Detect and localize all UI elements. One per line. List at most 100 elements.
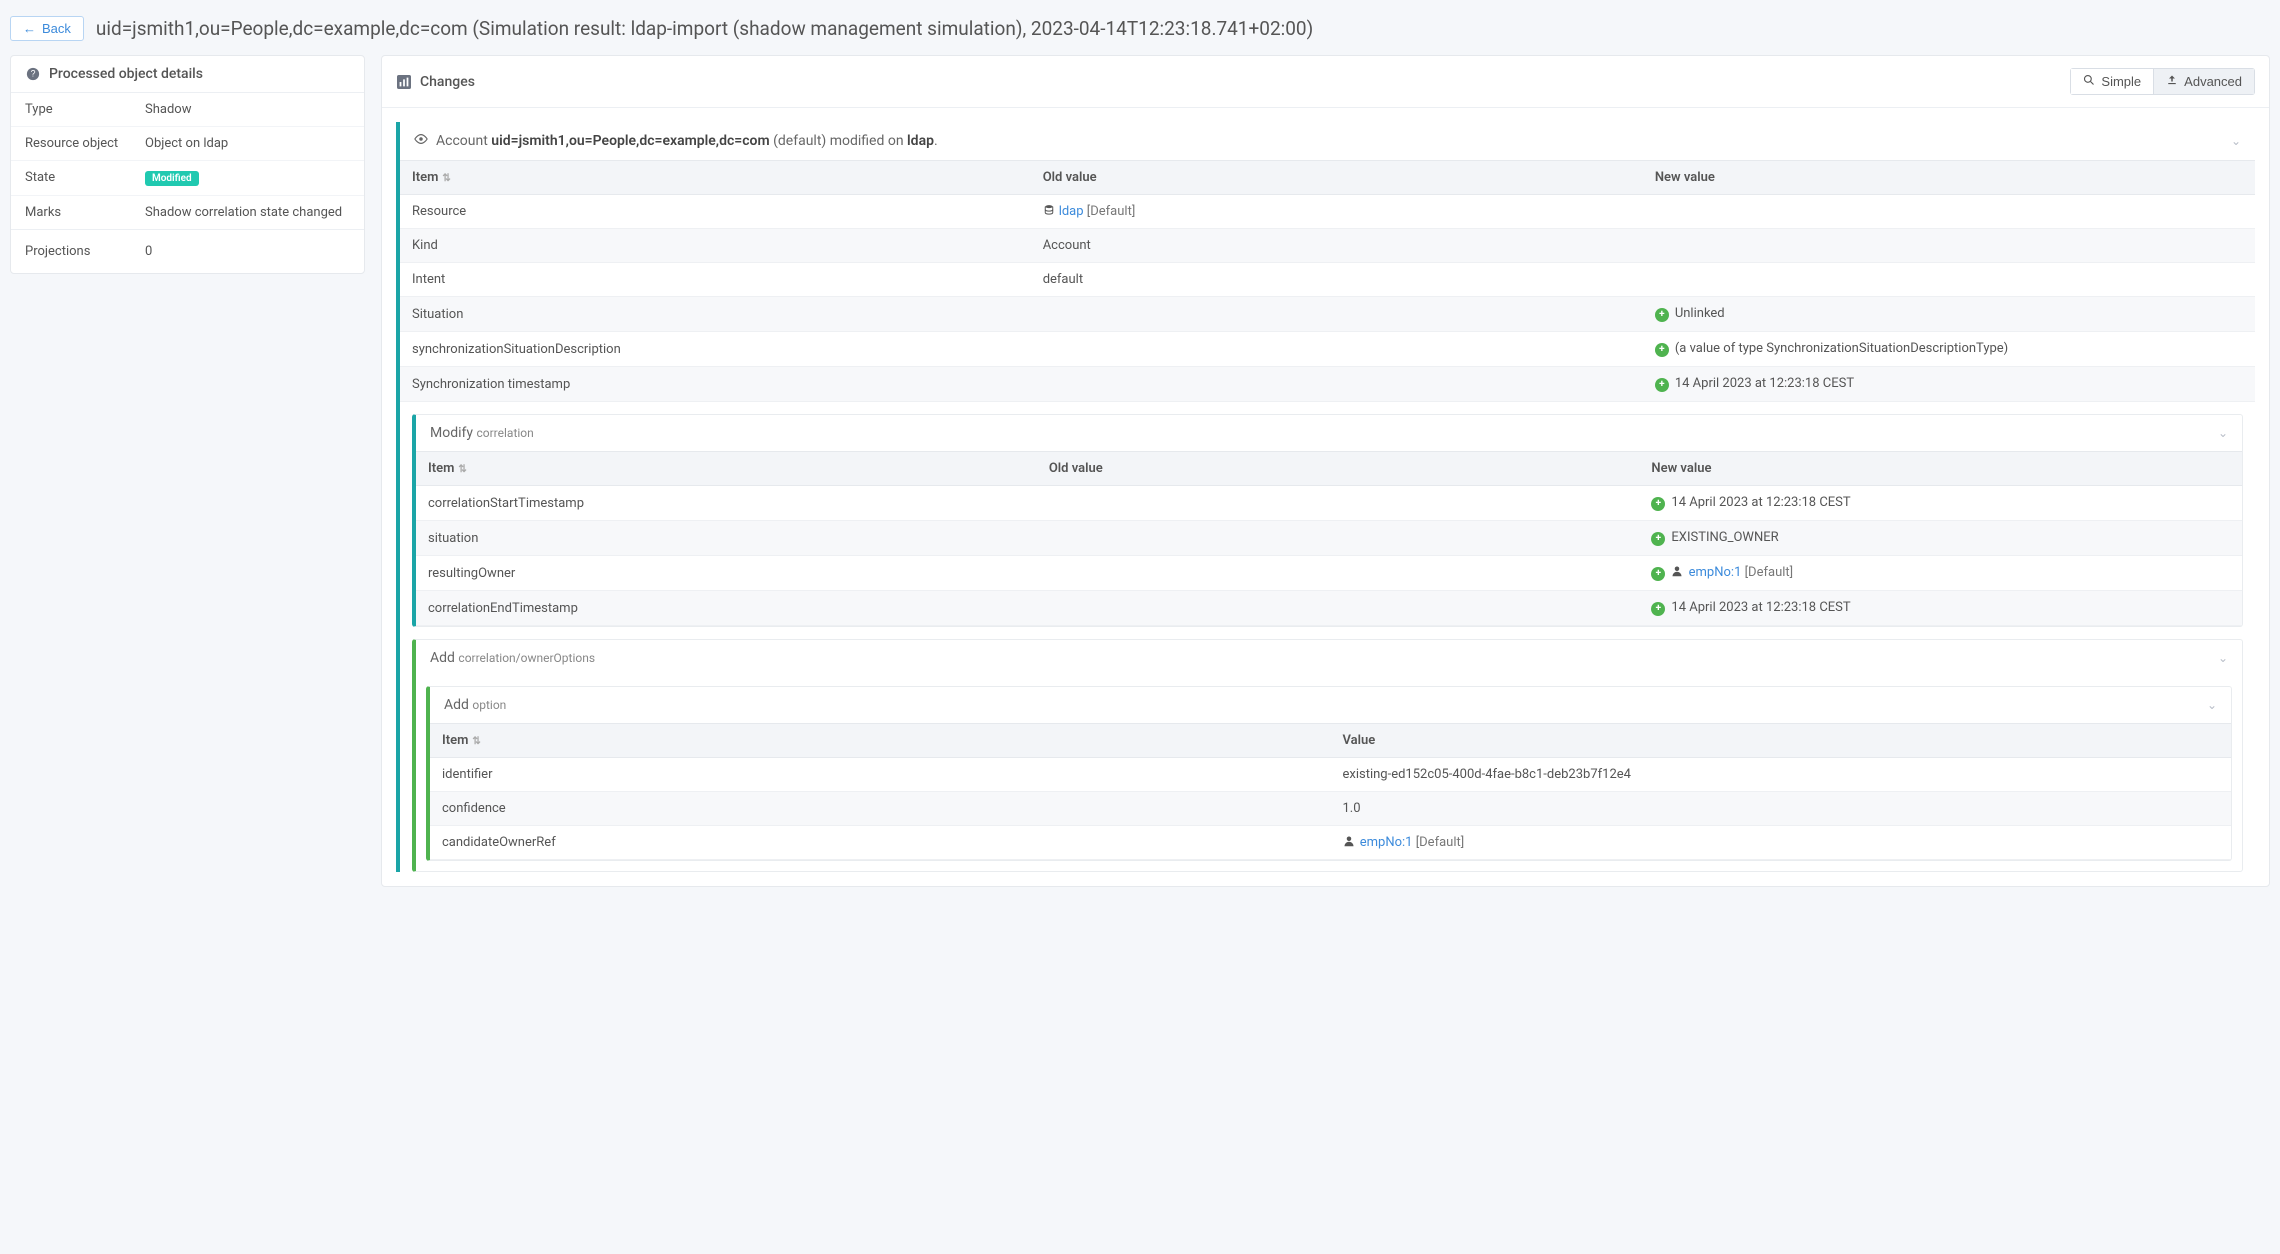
chart-icon	[396, 74, 412, 90]
item-cell: candidateOwnerRef	[430, 826, 1331, 860]
advanced-label: Advanced	[2184, 74, 2242, 89]
col-new: New value	[1643, 161, 2255, 195]
new-value: 14 April 2023 at 12:23:18 CEST	[1675, 376, 1854, 391]
chevron-down-icon: ⌄	[2207, 698, 2217, 712]
add-option-table: Item⇅ Value identifier existing-ed152c05-…	[430, 723, 2231, 860]
delta-table: Item⇅ Old value New value Resourceldap […	[400, 160, 2255, 402]
col-item[interactable]: Item⇅	[430, 724, 1331, 758]
add-title: Add correlation/ownerOptions	[430, 650, 595, 666]
search-icon	[2083, 74, 2095, 89]
upload-icon	[2166, 74, 2178, 89]
item-cell: Synchronization timestamp	[400, 367, 1031, 402]
item-cell: Resource	[400, 195, 1031, 229]
arrow-left-icon: ←	[23, 21, 36, 36]
table-row: confidence 1.0	[430, 792, 2231, 826]
details-key: Type	[25, 102, 145, 117]
plus-icon: +	[1651, 602, 1665, 616]
col-old: Old value	[1031, 161, 1643, 195]
table-row: correlationEndTimestamp+14 April 2023 at…	[416, 591, 2242, 626]
projections-key: Projections	[25, 244, 145, 259]
item-cell: Situation	[400, 297, 1031, 332]
item-cell: situation	[416, 521, 1037, 556]
svg-text:?: ?	[31, 69, 36, 79]
table-row: Situation + Unlinked	[400, 297, 2255, 332]
item-cell: identifier	[430, 758, 1331, 792]
details-value: Object on ldap	[145, 136, 228, 151]
details-row: TypeShadow	[11, 93, 364, 127]
resource-link[interactable]: ldap	[1059, 204, 1084, 219]
back-label: Back	[42, 21, 71, 36]
table-row: Resourceldap [Default]	[400, 195, 2255, 229]
col-new: New value	[1639, 452, 2242, 486]
details-panel-title: Processed object details	[49, 66, 203, 82]
add-option-header[interactable]: Add option ⌄	[430, 687, 2231, 723]
chevron-down-icon: ⌄	[2218, 651, 2228, 665]
state-badge: Modified	[145, 171, 199, 186]
col-item[interactable]: Item⇅	[416, 452, 1037, 486]
sort-icon: ⇅	[458, 464, 466, 475]
add-header[interactable]: Add correlation/ownerOptions ⌄	[416, 640, 2242, 676]
simple-button[interactable]: Simple	[2070, 68, 2154, 95]
details-value: Shadow	[145, 102, 191, 117]
col-value: Value	[1331, 724, 2232, 758]
item-cell: confidence	[430, 792, 1331, 826]
owner-link[interactable]: empNo:1	[1689, 565, 1742, 580]
details-row: Resource objectObject on ldap	[11, 127, 364, 161]
item-cell: Kind	[400, 229, 1031, 263]
add-block: Add correlation/ownerOptions ⌄ Add optio…	[412, 639, 2243, 872]
value-cell: 1.0	[1343, 801, 1361, 816]
changes-panel: Changes Simple Advanced	[381, 55, 2270, 887]
changes-title: Changes	[420, 74, 475, 90]
details-panel-header: ? Processed object details	[11, 56, 364, 93]
details-key: Resource object	[25, 136, 145, 151]
table-row: Synchronization timestamp +14 April 2023 …	[400, 367, 2255, 402]
plus-icon: +	[1651, 567, 1665, 581]
col-old: Old value	[1037, 452, 1640, 486]
modify-block: Modify correlation ⌄ Item⇅ Old value New…	[412, 414, 2243, 627]
plus-icon: +	[1655, 378, 1669, 392]
item-cell: synchronizationSituationDescription	[400, 332, 1031, 367]
plus-icon: +	[1651, 532, 1665, 546]
sort-icon: ⇅	[472, 736, 480, 747]
add-option-title: Add option	[444, 697, 506, 713]
details-key: State	[25, 170, 145, 186]
table-row: candidateOwnerRef empNo:1 [Default]	[430, 826, 2231, 860]
delta-summary: Account uid=jsmith1,ou=People,dc=example…	[436, 133, 938, 149]
table-row: Intent default	[400, 263, 2255, 297]
question-circle-icon: ?	[25, 66, 41, 82]
table-row: resultingOwner+ empNo:1 [Default]	[416, 556, 2242, 591]
view-mode-group: Simple Advanced	[2070, 68, 2255, 95]
new-value: Unlinked	[1675, 306, 1725, 321]
item-cell: resultingOwner	[416, 556, 1037, 591]
eye-icon	[414, 132, 428, 150]
item-cell: Intent	[400, 263, 1031, 297]
plus-icon: +	[1651, 497, 1665, 511]
sort-icon: ⇅	[442, 173, 450, 184]
details-panel: ? Processed object details TypeShadowRes…	[10, 55, 365, 274]
modify-title: Modify correlation	[430, 425, 534, 441]
plus-icon: +	[1655, 308, 1669, 322]
col-item[interactable]: Item⇅	[400, 161, 1031, 195]
item-cell: correlationEndTimestamp	[416, 591, 1037, 626]
delta-block: Account uid=jsmith1,ou=People,dc=example…	[396, 122, 2255, 872]
advanced-button[interactable]: Advanced	[2154, 68, 2255, 95]
table-row: correlationStartTimestamp+14 April 2023 …	[416, 486, 2242, 521]
delta-header[interactable]: Account uid=jsmith1,ou=People,dc=example…	[400, 122, 2255, 160]
value-cell: existing-ed152c05-400d-4fae-b8c1-deb23b7…	[1343, 767, 1631, 782]
old-value: default	[1043, 272, 1083, 287]
new-value: EXISTING_OWNER	[1671, 530, 1778, 545]
simple-label: Simple	[2101, 74, 2141, 89]
modify-table: Item⇅ Old value New value correlationSta…	[416, 451, 2242, 626]
modify-header[interactable]: Modify correlation ⌄	[416, 415, 2242, 451]
back-button[interactable]: ← Back	[10, 16, 84, 41]
top-bar: ← Back uid=jsmith1,ou=People,dc=example,…	[10, 10, 2270, 55]
chevron-down-icon: ⌄	[2231, 134, 2241, 148]
item-cell: correlationStartTimestamp	[416, 486, 1037, 521]
add-option-block: Add option ⌄ Item⇅ Value identifier exist…	[426, 686, 2232, 861]
projections-value: 0	[145, 244, 350, 259]
new-value: (a value of type SynchronizationSituatio…	[1675, 341, 2008, 356]
details-row: MarksShadow correlation state changed	[11, 196, 364, 229]
table-row: situation + EXISTING_OWNER	[416, 521, 2242, 556]
page-title: uid=jsmith1,ou=People,dc=example,dc=com …	[96, 17, 1313, 40]
owner-link[interactable]: empNo:1	[1360, 835, 1413, 850]
